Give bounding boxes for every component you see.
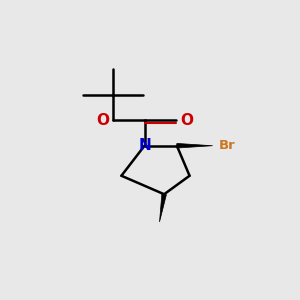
- Text: O: O: [180, 113, 193, 128]
- Text: Br: Br: [218, 139, 235, 152]
- Polygon shape: [160, 194, 167, 222]
- Text: O: O: [96, 113, 109, 128]
- Polygon shape: [177, 143, 213, 148]
- Text: N: N: [138, 138, 151, 153]
